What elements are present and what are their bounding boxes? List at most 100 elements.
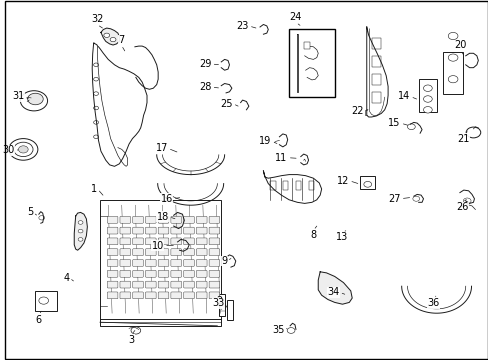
FancyBboxPatch shape	[120, 292, 130, 299]
Circle shape	[363, 181, 371, 187]
FancyBboxPatch shape	[196, 260, 206, 266]
FancyBboxPatch shape	[183, 249, 194, 256]
Circle shape	[94, 77, 98, 81]
Text: 4: 4	[63, 273, 69, 283]
Circle shape	[19, 146, 28, 153]
Text: 36: 36	[426, 298, 438, 308]
FancyBboxPatch shape	[145, 292, 156, 299]
FancyBboxPatch shape	[209, 292, 219, 299]
Text: 26: 26	[455, 202, 468, 212]
Text: 34: 34	[326, 287, 339, 297]
Text: 17: 17	[155, 143, 167, 153]
Text: 20: 20	[454, 40, 466, 50]
FancyBboxPatch shape	[120, 281, 130, 288]
Text: 27: 27	[387, 194, 400, 204]
FancyBboxPatch shape	[158, 270, 168, 277]
FancyBboxPatch shape	[209, 249, 219, 256]
FancyBboxPatch shape	[132, 292, 143, 299]
FancyBboxPatch shape	[209, 260, 219, 266]
Text: 32: 32	[91, 14, 103, 24]
Circle shape	[447, 76, 457, 83]
FancyBboxPatch shape	[158, 292, 168, 299]
FancyBboxPatch shape	[107, 292, 118, 299]
Text: 22: 22	[351, 106, 363, 116]
FancyBboxPatch shape	[107, 281, 118, 288]
Bar	[100, 200, 221, 326]
Text: 29: 29	[199, 59, 211, 69]
Text: 21: 21	[457, 134, 469, 144]
FancyBboxPatch shape	[196, 238, 206, 245]
Bar	[371, 74, 381, 85]
Text: 7: 7	[118, 35, 124, 45]
Text: 24: 24	[289, 12, 302, 22]
FancyBboxPatch shape	[209, 227, 219, 234]
Circle shape	[465, 127, 480, 138]
Circle shape	[9, 139, 38, 160]
Text: 23: 23	[236, 21, 248, 31]
FancyBboxPatch shape	[170, 249, 181, 256]
Bar	[442, 52, 462, 94]
Text: 6: 6	[36, 315, 42, 325]
Bar	[288, 29, 335, 97]
Bar	[35, 291, 57, 311]
Text: 9: 9	[221, 256, 226, 266]
FancyBboxPatch shape	[209, 238, 219, 245]
FancyBboxPatch shape	[196, 281, 206, 288]
FancyBboxPatch shape	[132, 238, 143, 245]
Text: 13: 13	[336, 232, 348, 242]
Circle shape	[94, 121, 98, 124]
Circle shape	[78, 221, 83, 224]
FancyBboxPatch shape	[132, 270, 143, 277]
FancyBboxPatch shape	[107, 238, 118, 245]
FancyBboxPatch shape	[107, 249, 118, 256]
FancyBboxPatch shape	[132, 249, 143, 256]
FancyBboxPatch shape	[196, 292, 206, 299]
FancyBboxPatch shape	[120, 260, 130, 266]
FancyBboxPatch shape	[132, 281, 143, 288]
Text: 30: 30	[2, 145, 15, 156]
FancyBboxPatch shape	[196, 270, 206, 277]
Circle shape	[447, 32, 457, 40]
FancyBboxPatch shape	[145, 216, 156, 223]
Bar	[303, 42, 309, 49]
Bar	[295, 181, 301, 190]
Text: 18: 18	[156, 212, 168, 222]
FancyBboxPatch shape	[183, 227, 194, 234]
Bar	[371, 92, 381, 103]
Bar	[269, 181, 275, 190]
Text: 2: 2	[216, 296, 223, 306]
Polygon shape	[101, 28, 119, 45]
FancyBboxPatch shape	[145, 270, 156, 277]
Bar	[371, 56, 381, 67]
Text: 12: 12	[336, 176, 348, 186]
Bar	[282, 181, 288, 190]
Circle shape	[110, 37, 116, 42]
FancyBboxPatch shape	[170, 216, 181, 223]
FancyBboxPatch shape	[170, 227, 181, 234]
FancyBboxPatch shape	[170, 260, 181, 266]
FancyBboxPatch shape	[107, 227, 118, 234]
Text: 8: 8	[310, 230, 316, 240]
FancyBboxPatch shape	[132, 227, 143, 234]
FancyBboxPatch shape	[120, 216, 130, 223]
Text: 11: 11	[275, 153, 287, 163]
FancyBboxPatch shape	[158, 249, 168, 256]
FancyBboxPatch shape	[120, 249, 130, 256]
FancyBboxPatch shape	[145, 238, 156, 245]
FancyBboxPatch shape	[170, 270, 181, 277]
Bar	[418, 79, 436, 112]
Text: 1: 1	[91, 184, 97, 194]
Circle shape	[286, 328, 294, 333]
FancyBboxPatch shape	[120, 227, 130, 234]
FancyBboxPatch shape	[183, 281, 194, 288]
Bar	[360, 176, 374, 189]
Text: 19: 19	[259, 136, 271, 146]
FancyBboxPatch shape	[145, 227, 156, 234]
FancyBboxPatch shape	[196, 216, 206, 223]
Circle shape	[94, 135, 98, 139]
Circle shape	[20, 91, 47, 111]
Circle shape	[462, 198, 470, 204]
FancyBboxPatch shape	[183, 260, 194, 266]
Circle shape	[447, 54, 457, 61]
FancyBboxPatch shape	[107, 270, 118, 277]
